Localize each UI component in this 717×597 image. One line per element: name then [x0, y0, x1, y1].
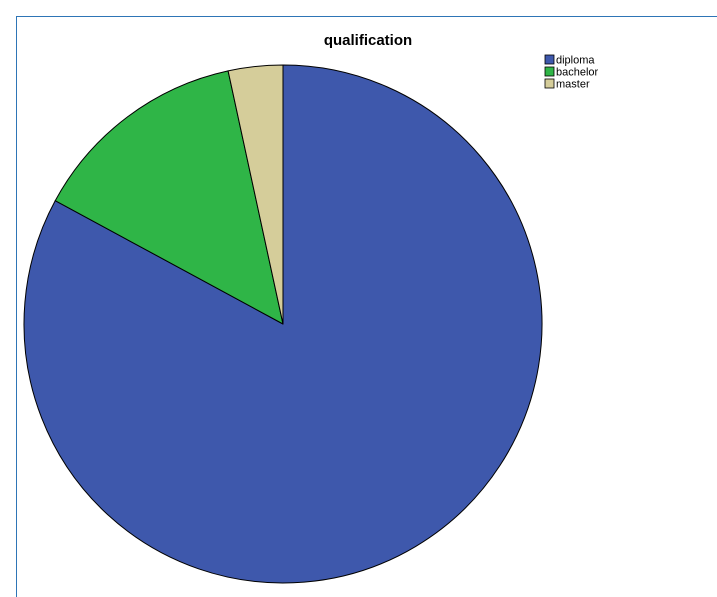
legend-label-master: master [556, 79, 590, 91]
legend-swatch-master [544, 78, 555, 89]
pie-slice-bachelor [54, 70, 284, 325]
pie-slice-master [227, 64, 284, 325]
chart-title: qualification [324, 32, 412, 49]
legend-swatch-bachelor [544, 66, 555, 77]
legend-label-diploma: diploma [556, 55, 595, 67]
legend-swatch-diploma [544, 54, 555, 65]
legend-label-bachelor: bachelor [556, 67, 599, 79]
pie-slices [23, 64, 543, 584]
chart-frame [16, 16, 717, 597]
